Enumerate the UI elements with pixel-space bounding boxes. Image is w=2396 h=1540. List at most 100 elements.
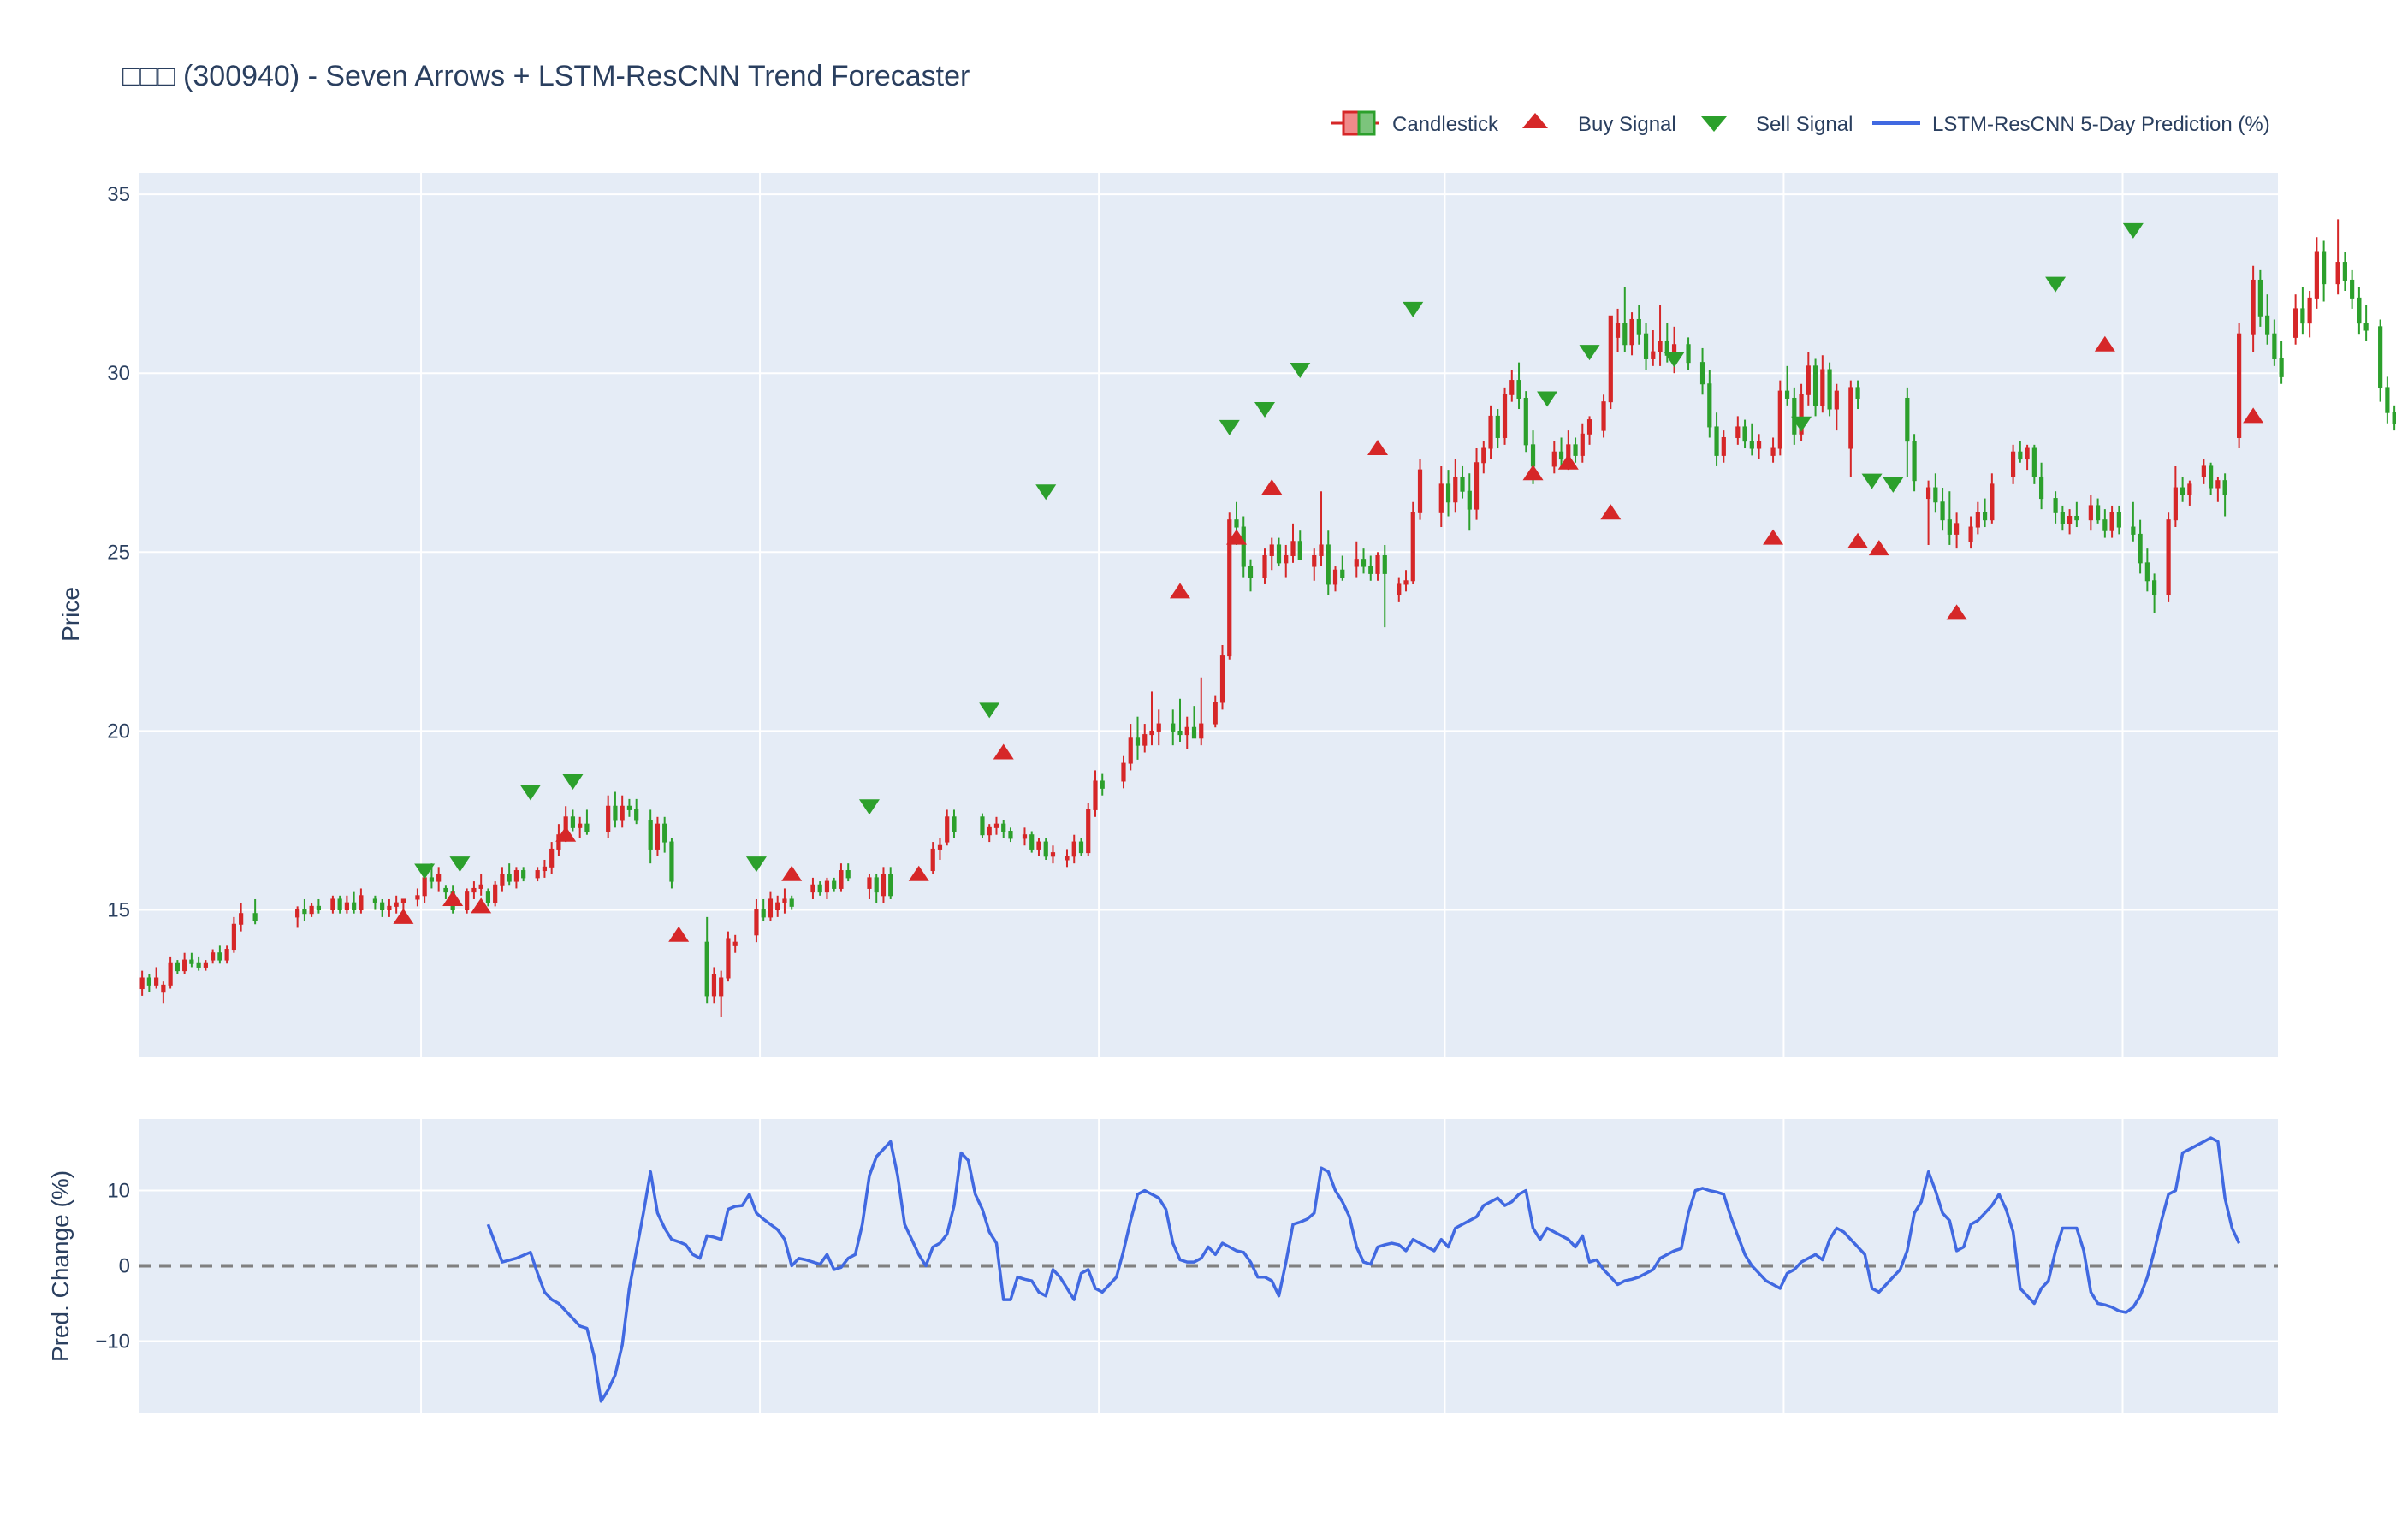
candle-body: [2251, 279, 2256, 335]
candlestick: [2144, 548, 2150, 592]
candlestick: [2187, 480, 2192, 506]
candle-body: [2378, 326, 2383, 388]
sell-signal-marker: [1290, 363, 1311, 379]
legend-item-sell-signal[interactable]: Sell Signal: [1701, 113, 1853, 136]
candle-body: [1947, 519, 1952, 535]
candle-body: [1460, 476, 1465, 492]
candlestick: [2018, 441, 2023, 463]
candlestick: [881, 867, 887, 903]
candlestick: [1382, 544, 1387, 628]
candle-body: [620, 805, 625, 821]
candle-body: [648, 820, 653, 850]
candle-body: [535, 870, 540, 879]
candlestick: [980, 813, 985, 838]
candle-body: [2265, 315, 2270, 335]
candle-body: [1573, 444, 1578, 456]
buy-signal-marker: [393, 908, 414, 924]
candlestick: [1184, 716, 1189, 749]
candle-body: [1319, 544, 1324, 556]
candle-body: [626, 805, 632, 810]
legend-label-prediction: LSTM-ResCNN 5-Day Prediction (%): [1932, 113, 2270, 136]
candle-body: [239, 913, 244, 925]
candlestick: [203, 960, 208, 971]
candle-body: [337, 898, 342, 911]
candlestick: [1460, 465, 1465, 499]
candle-body: [1227, 519, 1232, 657]
candlestick: [1417, 459, 1423, 520]
sell-signal-marker: [979, 702, 1000, 719]
candlestick: [782, 888, 787, 914]
candlestick: [1806, 352, 1811, 406]
candle-body: [485, 891, 491, 903]
candle-body: [471, 887, 477, 893]
candlestick: [1065, 849, 1070, 868]
candlestick: [1191, 706, 1197, 739]
candlestick: [937, 838, 943, 860]
buy-signal-marker: [1522, 465, 1544, 481]
candle-body: [1368, 566, 1373, 574]
sell-signal-marker: [2045, 276, 2067, 293]
candle-body: [2272, 333, 2277, 359]
candle-body: [1086, 808, 1091, 854]
candlestick: [1516, 362, 1521, 410]
candlestick: [161, 981, 166, 1004]
candlestick: [211, 949, 216, 964]
candle-body: [888, 874, 893, 897]
candlestick: [2222, 473, 2227, 517]
buy-signal-marker: [1600, 504, 1622, 520]
candle-body: [2173, 487, 2178, 521]
candle-body: [789, 898, 794, 907]
candlestick: [2350, 269, 2355, 309]
legend-buy-marker: [1522, 113, 1548, 128]
legend-item-buy-signal[interactable]: Buy Signal: [1522, 113, 1676, 136]
legend-item-prediction[interactable]: LSTM-ResCNN 5-Day Prediction (%): [1872, 113, 2270, 136]
candlestick: [1777, 380, 1782, 456]
candlestick: [465, 888, 470, 914]
candlestick: [719, 970, 724, 1017]
candle-body: [606, 805, 611, 832]
candle-body: [1615, 323, 1621, 338]
price-y-tick-label: 15: [107, 899, 130, 922]
candlestick: [478, 874, 483, 896]
candlestick: [1968, 516, 1973, 549]
buy-signal-marker: [668, 926, 690, 942]
candlestick: [139, 970, 145, 996]
candle-body: [1332, 569, 1338, 585]
candlestick: [1410, 501, 1415, 584]
candle-body: [1488, 415, 1493, 449]
candlestick: [344, 895, 349, 914]
sell-signal-marker: [1861, 473, 1883, 489]
candlestick: [1636, 305, 1641, 345]
candle-body: [549, 848, 555, 868]
candlestick: [2102, 509, 2108, 538]
candle-body: [1530, 444, 1536, 467]
candlestick: [570, 809, 576, 832]
candlesticks: [139, 219, 2396, 1017]
candlestick: [1397, 577, 1402, 602]
candle-body: [1397, 583, 1402, 595]
candlestick: [888, 867, 893, 899]
candle-body: [1495, 415, 1500, 438]
sell-signal-markers: [414, 222, 2144, 880]
candlestick: [2088, 495, 2093, 531]
candlestick: [1651, 330, 1656, 366]
candle-body: [662, 823, 667, 843]
candlestick: [1643, 323, 1649, 370]
candlestick: [1905, 387, 1910, 477]
candle-body: [1905, 397, 1910, 442]
candlestick: [874, 874, 879, 903]
candle-body: [1467, 490, 1472, 510]
candlestick: [1078, 838, 1084, 856]
candle-body: [2138, 533, 2143, 564]
candlestick: [1742, 419, 1747, 449]
legend-item-candlestick[interactable]: Candlestick: [1331, 110, 1499, 136]
candlestick: [711, 967, 717, 1004]
candlestick: [1043, 838, 1048, 860]
candle-body: [1445, 483, 1451, 503]
candle-body: [387, 905, 392, 911]
candle-body: [1651, 351, 1656, 359]
candle-body: [359, 895, 364, 911]
legend-candle-up-box: [1342, 110, 1361, 136]
candlestick: [648, 809, 653, 864]
